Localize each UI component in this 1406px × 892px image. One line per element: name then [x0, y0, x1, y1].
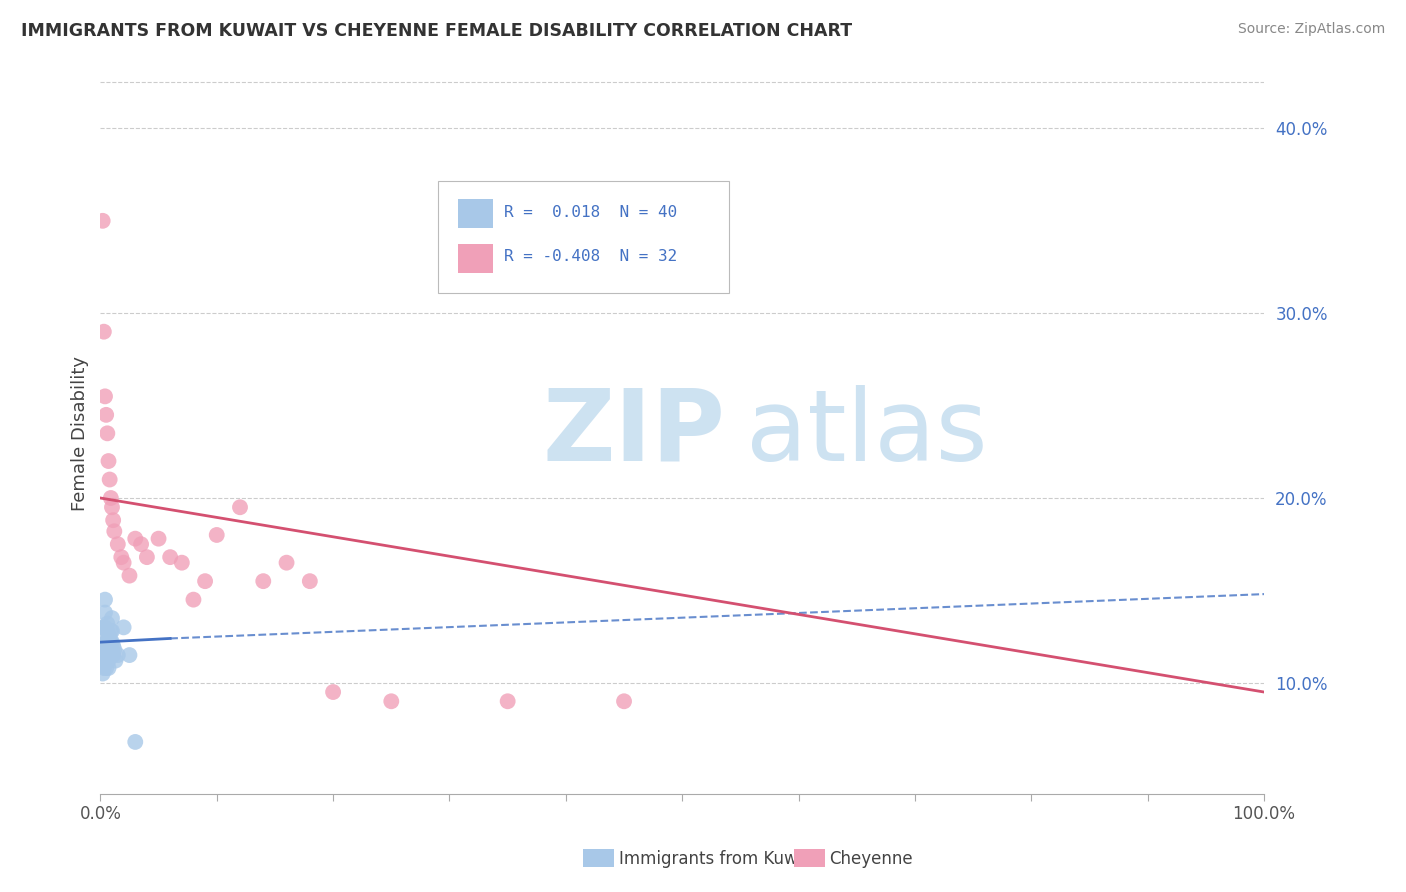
Y-axis label: Female Disability: Female Disability: [72, 356, 89, 511]
Text: R = -0.408  N = 32: R = -0.408 N = 32: [505, 249, 678, 264]
Text: Cheyenne: Cheyenne: [830, 850, 912, 868]
Point: [129, 537, 152, 551]
Point: [96, 624, 118, 638]
Point: [93, 657, 115, 672]
Point: [97, 648, 120, 662]
FancyBboxPatch shape: [437, 181, 728, 293]
Point: [94, 592, 117, 607]
Point: [170, 556, 193, 570]
Point: [194, 574, 217, 589]
Text: ZIP: ZIP: [543, 384, 725, 482]
Point: [96, 426, 118, 441]
Point: [98, 639, 121, 653]
Point: [100, 491, 122, 505]
Point: [135, 550, 157, 565]
Point: [97, 642, 120, 657]
Point: [97, 661, 120, 675]
Point: [183, 592, 205, 607]
Point: [96, 648, 118, 662]
Point: [101, 611, 124, 625]
Point: [96, 635, 118, 649]
Point: [205, 528, 228, 542]
Point: [96, 642, 118, 657]
Text: atlas: atlas: [747, 384, 988, 482]
Point: [104, 654, 127, 668]
Point: [112, 556, 135, 570]
Point: [322, 685, 344, 699]
Point: [93, 648, 115, 662]
Point: [229, 500, 252, 515]
Point: [96, 654, 118, 668]
Text: Source: ZipAtlas.com: Source: ZipAtlas.com: [1237, 22, 1385, 37]
Point: [298, 574, 321, 589]
Point: [103, 524, 125, 539]
Bar: [457, 244, 492, 273]
Point: [94, 606, 117, 620]
Point: [110, 550, 132, 565]
Point: [101, 513, 124, 527]
Point: [107, 537, 129, 551]
Point: [91, 620, 114, 634]
Point: [118, 568, 141, 582]
Point: [101, 642, 124, 657]
Point: [380, 694, 402, 708]
Point: [91, 214, 114, 228]
Text: Immigrants from Kuwait: Immigrants from Kuwait: [619, 850, 818, 868]
Point: [112, 620, 135, 634]
Point: [98, 630, 121, 644]
Point: [93, 661, 115, 675]
Point: [101, 648, 124, 662]
Bar: [457, 199, 492, 228]
Point: [118, 648, 141, 662]
Point: [96, 635, 118, 649]
Point: [90, 639, 112, 653]
Point: [101, 624, 124, 638]
Point: [101, 639, 124, 653]
Point: [96, 408, 118, 422]
Point: [96, 616, 118, 631]
Point: [252, 574, 274, 589]
Text: IMMIGRANTS FROM KUWAIT VS CHEYENNE FEMALE DISABILITY CORRELATION CHART: IMMIGRANTS FROM KUWAIT VS CHEYENNE FEMAL…: [21, 22, 852, 40]
Point: [124, 735, 146, 749]
Point: [97, 654, 120, 668]
Point: [96, 661, 118, 675]
Point: [94, 620, 117, 634]
Point: [148, 532, 170, 546]
Point: [100, 635, 122, 649]
Point: [613, 694, 636, 708]
Point: [100, 624, 122, 638]
Point: [276, 556, 298, 570]
Point: [94, 630, 117, 644]
Point: [97, 454, 120, 468]
Point: [93, 325, 115, 339]
Point: [107, 648, 129, 662]
Point: [159, 550, 181, 565]
Point: [100, 642, 122, 657]
Point: [94, 389, 117, 403]
Point: [124, 532, 146, 546]
Point: [101, 500, 124, 515]
Point: [496, 694, 519, 708]
Point: [101, 635, 124, 649]
Point: [91, 666, 114, 681]
Point: [98, 648, 121, 662]
Text: R =  0.018  N = 40: R = 0.018 N = 40: [505, 204, 678, 219]
Point: [103, 642, 125, 657]
Point: [98, 473, 121, 487]
